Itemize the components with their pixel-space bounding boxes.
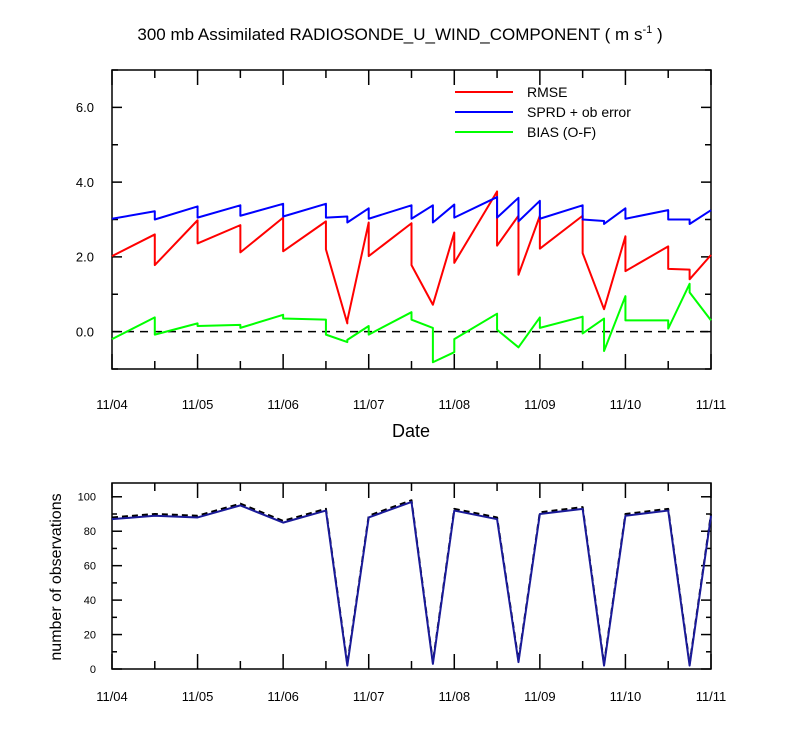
plot-frame [111, 482, 712, 670]
x-tick-label-11-04: 11/04 [96, 397, 128, 412]
x-tick-label-11-07: 11/07 [353, 689, 385, 704]
x-tick-label-11-06: 11/06 [267, 689, 299, 704]
series-line-sprd-ob-error [111, 196, 712, 225]
y-tick-label-0-0: 0.0 [76, 324, 94, 339]
x-tick-label-11-11: 11/11 [696, 689, 727, 704]
y-axis-label-observations: number of observations [48, 493, 65, 660]
series-line-dashed [111, 499, 712, 665]
y-tick-label-20: 20 [84, 630, 96, 642]
y-tick-label-0: 0 [90, 664, 96, 676]
observation-count-panel: 11/04 11/05 11/06 11/07 11/08 11/09 11/10 11/11… [78, 482, 727, 704]
series-line-bias-o-f [111, 282, 712, 364]
x-tick-label-11-04: 11/04 [96, 689, 128, 704]
legend-label-bias-o-f: BIAS (O-F) [527, 124, 596, 140]
x-tick-label-11-08: 11/08 [438, 689, 470, 704]
legend-label-sprd-ob-error: SPRD + ob error [527, 104, 631, 120]
legend-label-rmse: RMSE [527, 84, 567, 100]
y-tick-label-60: 60 [84, 561, 96, 573]
x-axis-label: Date [392, 421, 430, 441]
chart-title: 300 mb Assimilated RADIOSONDE_U_WIND_COM… [137, 24, 662, 44]
x-tick-label-11-05: 11/05 [182, 689, 214, 704]
x-tick-label-11-09: 11/09 [524, 689, 556, 704]
y-tick-label-40: 40 [84, 595, 96, 607]
x-tick-label-11-11: 11/11 [696, 397, 727, 412]
y-tick-label-6-0: 6.0 [76, 100, 94, 115]
y-tick-label-100: 100 [78, 492, 96, 504]
x-tick-label-11-09: 11/09 [524, 397, 556, 412]
x-tick-label-11-05: 11/05 [182, 397, 214, 412]
x-tick-label-11-08: 11/08 [438, 397, 470, 412]
x-tick-label-11-07: 11/07 [353, 397, 385, 412]
x-tick-label-11-10: 11/10 [610, 397, 642, 412]
series-line-rmse [111, 190, 712, 325]
x-tick-label-11-10: 11/10 [610, 689, 642, 704]
y-tick-label-80: 80 [84, 526, 96, 538]
y-tick-label-4-0: 4.0 [76, 175, 94, 190]
y-tick-label-2-0: 2.0 [76, 250, 94, 265]
x-tick-label-11-06: 11/06 [267, 397, 299, 412]
rmse-spread-bias-panel: 11/04 11/05 11/06 11/07 11/08 11/09 11/10 11/11… [76, 69, 727, 412]
series-line-solid [111, 500, 712, 667]
